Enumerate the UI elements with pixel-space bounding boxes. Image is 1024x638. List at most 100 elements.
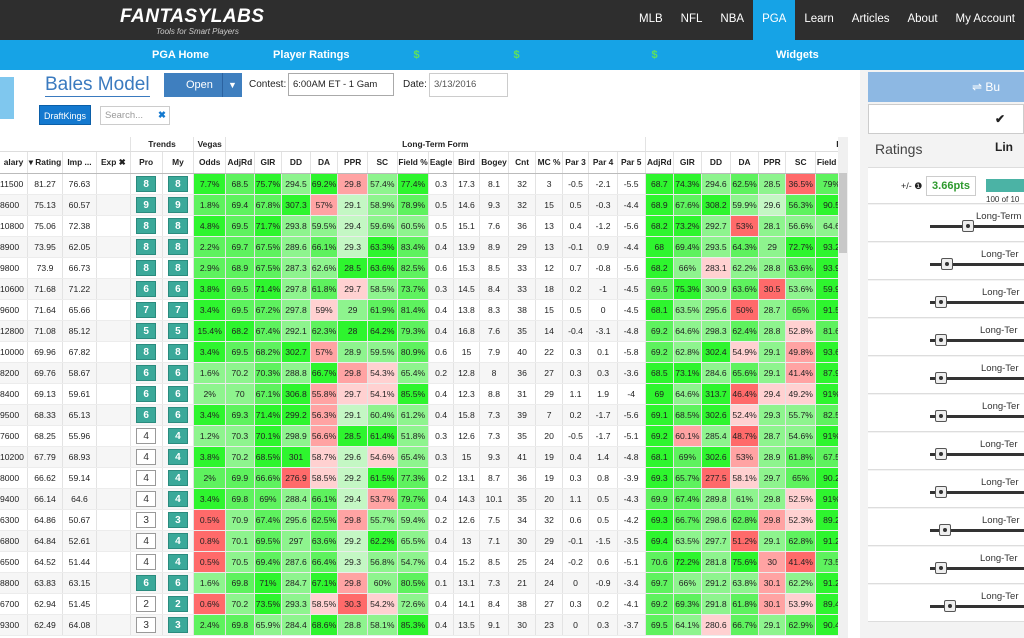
slider-handle[interactable]	[943, 600, 956, 612]
lineups-button[interactable]: ✔ Lin	[868, 104, 1024, 154]
pro-exposure-box[interactable]: 8	[136, 238, 157, 255]
column-header[interactable]: Exp ✖	[96, 151, 131, 174]
pro-exposure-box[interactable]: 4	[136, 427, 157, 444]
open-button[interactable]: Open ▼	[164, 73, 242, 97]
table-row[interactable]: 6700 62.94 51.45 2 2 0.6% 70.2 73.5% 293.3 58.5% 3…	[0, 593, 848, 615]
column-header[interactable]: Cnt	[508, 151, 537, 174]
pro-exposure-box[interactable]: 4	[136, 448, 157, 465]
table-row[interactable]: 6300 64.86 50.67 3 3 0.5% 70.9 67.4% 295.6 62.5% 2…	[0, 509, 848, 531]
slider-track[interactable]	[930, 605, 1024, 608]
table-row[interactable]: 8600 75.13 60.57 9 9 1.8% 69.4 67.8% 307.3 57% 29.…	[0, 194, 848, 216]
pro-exposure-box[interactable]: 6	[136, 406, 157, 423]
pro-exposure-box[interactable]: 8	[136, 343, 157, 360]
column-header[interactable]: My	[162, 151, 195, 174]
column-header[interactable]: Odds	[193, 151, 227, 174]
pro-exposure-box[interactable]: 7	[136, 301, 157, 318]
table-row[interactable]: 12800 71.08 85.12 5 5 15.4% 68.2 67.4% 292.1 62.3…	[0, 320, 848, 342]
pro-exposure-box[interactable]: 6	[136, 574, 157, 591]
pro-exposure-box[interactable]: 8	[136, 217, 157, 234]
slider-handle[interactable]	[934, 486, 947, 498]
slider-handle[interactable]	[939, 524, 951, 536]
table-row[interactable]: 7600 68.25 55.96 4 4 1.2% 70.3 70.1% 298.9 56.6% 2…	[0, 425, 848, 447]
column-header[interactable]: Bogey	[479, 151, 509, 174]
rating-slider[interactable]: Long-Term	[868, 205, 1024, 242]
table-row[interactable]: 9800 73.9 66.73 8 8 2.9% 68.9 67.5% 287.3 62.6% 28…	[0, 257, 848, 279]
slider-track[interactable]	[930, 415, 1024, 418]
contest-select[interactable]: 6:00AM ET - 1 Gam	[288, 73, 394, 96]
table-row[interactable]: 6800 64.84 52.61 4 4 0.8% 70.1 69.5% 297 63.6% 29.…	[0, 530, 848, 552]
pro-exposure-box[interactable]: 4	[136, 469, 157, 486]
column-header[interactable]: AdjRd	[645, 151, 675, 174]
rating-slider[interactable]: Long-Ter	[868, 471, 1024, 508]
top-nav-mlb[interactable]: MLB	[639, 13, 663, 25]
sub-nav-my-lineups[interactable]: $My Lineups	[652, 40, 745, 91]
pro-exposure-box[interactable]: 8	[136, 175, 157, 192]
grid-scrollbar[interactable]	[838, 137, 848, 638]
logo[interactable]: FANTASYLABS Tools for Smart Players	[120, 6, 280, 36]
rating-slider[interactable]: Long-Ter	[868, 395, 1024, 432]
pro-exposure-box[interactable]: 4	[136, 490, 157, 507]
sub-nav-player-ratings[interactable]: Player Ratings	[273, 40, 381, 70]
column-header[interactable]: alary	[0, 151, 29, 174]
slider-track[interactable]	[930, 453, 1024, 456]
table-row[interactable]: 8400 69.13 59.61 6 6 2% 70 67.1% 306.8 55.8% 29.7 5…	[0, 383, 848, 405]
slider-handle[interactable]	[934, 372, 947, 384]
column-header[interactable]: SC	[785, 151, 817, 174]
slider-track[interactable]	[930, 567, 1024, 570]
slider-track[interactable]	[930, 263, 1024, 266]
slider-track[interactable]	[930, 339, 1024, 342]
caret-down-icon[interactable]: ▼	[222, 73, 242, 97]
column-header[interactable]: Field %	[397, 151, 430, 174]
pro-exposure-box[interactable]: 8	[136, 259, 157, 276]
column-header[interactable]: SC	[367, 151, 398, 174]
pro-exposure-box[interactable]: 2	[136, 595, 157, 612]
slider-track[interactable]	[930, 225, 1024, 228]
pro-exposure-box[interactable]: 3	[136, 616, 157, 633]
slider-track[interactable]	[930, 377, 1024, 380]
column-header[interactable]: GIR	[254, 151, 283, 174]
column-header[interactable]: MC %	[535, 151, 563, 174]
build-button[interactable]: ⇌ Bu	[868, 72, 1024, 102]
column-header[interactable]: Bird	[453, 151, 481, 174]
slider-handle[interactable]	[934, 562, 947, 574]
column-header[interactable]: Eagle	[428, 151, 454, 174]
slider-track[interactable]	[930, 301, 1024, 304]
table-row[interactable]: 10200 67.79 68.93 4 4 3.8% 70.2 68.5% 301 58.7% 29…	[0, 446, 848, 468]
search-input[interactable]: Search... ✖	[100, 106, 170, 125]
column-header[interactable]: AdjRd	[225, 151, 255, 174]
slider-track[interactable]	[930, 529, 1024, 532]
pro-exposure-box[interactable]: 3	[136, 511, 157, 528]
slider-track[interactable]	[930, 491, 1024, 494]
rating-slider[interactable]: Long-Ter	[868, 281, 1024, 318]
table-row[interactable]: 9300 62.49 64.08 3 3 2.4% 69.8 65.9% 284.4 68.6% 2…	[0, 614, 848, 636]
top-nav-pga[interactable]: PGA	[753, 0, 796, 40]
column-header[interactable]: GIR	[673, 151, 702, 174]
table-row[interactable]: 10800 75.06 72.38 8 8 4.8% 69.5 71.7% 293.8 59.5%…	[0, 215, 848, 237]
column-header[interactable]: PPR	[758, 151, 787, 174]
table-row[interactable]: 10000 69.96 67.82 8 8 3.4% 69.5 68.2% 302.7 57% 28…	[0, 341, 848, 363]
sub-nav-pga-home[interactable]: PGA Home	[152, 40, 241, 70]
top-nav-my-account[interactable]: My Account	[955, 13, 1015, 25]
top-nav-nfl[interactable]: NFL	[680, 13, 703, 25]
table-row[interactable]: 6500 64.52 51.44 4 4 0.5% 70.5 69.4% 287.6 66.4% 2…	[0, 551, 848, 573]
table-row[interactable]: 10600 71.68 71.22 6 6 3.8% 69.5 71.4% 297.8 61.8%…	[0, 278, 848, 300]
slider-handle[interactable]	[934, 334, 947, 346]
pro-exposure-box[interactable]: 6	[136, 385, 157, 402]
rating-slider[interactable]: Long-Ter	[868, 243, 1024, 280]
table-row[interactable]: 9400 66.14 64.6 4 4 3.4% 69.8 69% 288.4 66.1% 29.4…	[0, 488, 848, 510]
sub-nav-player-models[interactable]: $Player Models	[514, 40, 620, 91]
column-header[interactable]: PPR	[337, 151, 368, 174]
column-header[interactable]: Pro	[130, 151, 163, 174]
table-row[interactable]: 9600 71.64 65.66 7 7 3.4% 69.5 67.2% 297.8 59% 29 6…	[0, 299, 848, 321]
table-row[interactable]: 9500 68.33 65.13 6 6 3.4% 69.3 71.4% 299.2 56.3% 2…	[0, 404, 848, 426]
pro-exposure-box[interactable]: 4	[136, 532, 157, 549]
date-input[interactable]: 3/13/2016	[429, 73, 508, 97]
table-row[interactable]: 8900 73.95 62.05 8 8 2.2% 69.7 67.5% 289.6 66.1% 2…	[0, 236, 848, 258]
table-row[interactable]: 8000 66.62 59.14 4 4 2% 69.9 66.6% 276.9 58.5% 29.…	[0, 467, 848, 489]
pro-exposure-box[interactable]: 5	[136, 322, 157, 339]
rating-slider[interactable]: Long-Ter	[868, 547, 1024, 584]
column-header[interactable]: Imp ...	[62, 151, 97, 174]
column-header[interactable]: DA	[730, 151, 759, 174]
rating-slider[interactable]: Long-Ter	[868, 509, 1024, 546]
slider-handle[interactable]	[934, 448, 947, 460]
